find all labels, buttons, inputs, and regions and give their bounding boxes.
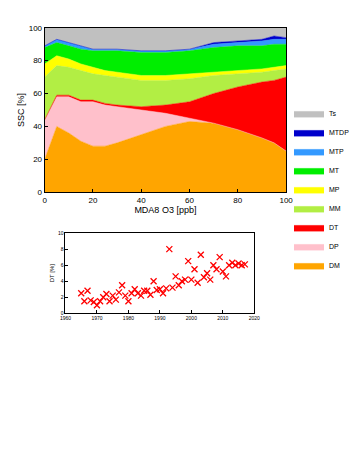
- svg-text:1960: 1960: [60, 315, 71, 321]
- svg-text:MM: MM: [329, 205, 341, 212]
- svg-text:MTDP: MTDP: [329, 129, 349, 136]
- svg-text:DT [%]: DT [%]: [49, 264, 55, 283]
- svg-text:80: 80: [33, 56, 42, 65]
- svg-text:MTP: MTP: [329, 148, 344, 155]
- svg-text:2: 2: [61, 294, 64, 300]
- svg-text:MP: MP: [329, 186, 340, 193]
- svg-text:8: 8: [61, 246, 64, 252]
- svg-text:2020: 2020: [249, 315, 260, 321]
- svg-text:20: 20: [89, 196, 98, 205]
- svg-text:0: 0: [38, 188, 43, 197]
- svg-text:20: 20: [33, 155, 42, 164]
- svg-text:1970: 1970: [91, 315, 102, 321]
- svg-text:0: 0: [61, 310, 64, 316]
- svg-text:2000: 2000: [186, 315, 197, 321]
- svg-text:MDA8 O3 [ppb]: MDA8 O3 [ppb]: [134, 205, 196, 215]
- svg-text:Ts: Ts: [329, 110, 337, 117]
- svg-text:DT: DT: [329, 224, 339, 231]
- svg-text:100: 100: [279, 196, 293, 205]
- svg-text:10: 10: [58, 230, 64, 236]
- svg-text:2010: 2010: [217, 315, 228, 321]
- svg-text:1980: 1980: [123, 315, 134, 321]
- svg-text:40: 40: [33, 122, 42, 131]
- svg-text:DP: DP: [329, 243, 339, 250]
- svg-text:4: 4: [61, 278, 64, 284]
- svg-text:1990: 1990: [154, 315, 165, 321]
- svg-text:6: 6: [61, 262, 64, 268]
- svg-text:SSC [%]: SSC [%]: [16, 93, 26, 127]
- svg-text:40: 40: [137, 196, 146, 205]
- svg-text:MT: MT: [329, 167, 340, 174]
- svg-text:60: 60: [185, 196, 194, 205]
- svg-text:60: 60: [33, 89, 42, 98]
- svg-text:80: 80: [233, 196, 242, 205]
- svg-text:DM: DM: [329, 262, 340, 269]
- svg-text:100: 100: [29, 24, 43, 33]
- svg-text:0: 0: [42, 196, 47, 205]
